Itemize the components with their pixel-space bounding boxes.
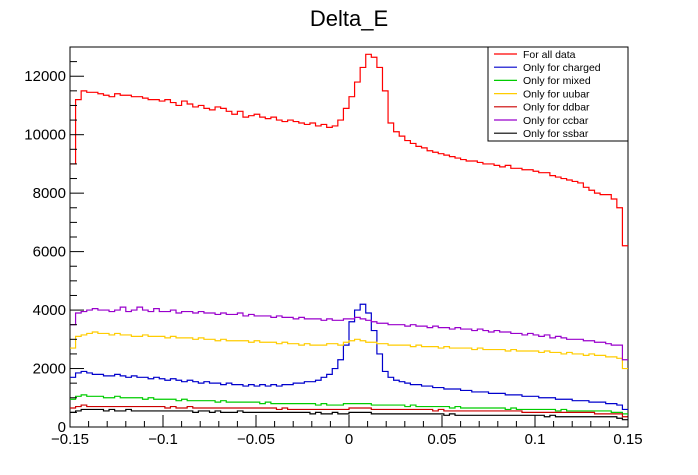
series-for-all-data [70,53,628,247]
y-tick-label: 6000 [33,244,66,261]
y-tick-label: 4000 [33,302,66,319]
x-tick-label: −0.05 [237,431,275,448]
legend-entry: Only for uubar [523,88,590,100]
legend-entry: Only for ddbar [523,102,590,114]
series-only-for-mixed [70,394,628,415]
x-tick-label: −0.15 [51,431,89,448]
x-tick-label: 0.05 [427,431,456,448]
x-tick-label: 0 [345,431,353,448]
x-tick-label: −0.1 [148,431,178,448]
series-only-for-ssbar [70,408,628,421]
y-tick-label: 0 [58,419,66,436]
y-tick-label: 12000 [24,68,66,85]
series-only-for-charged [70,303,628,411]
legend-entry: Only for mixed [523,75,591,87]
chart-title: Delta_E [310,6,388,31]
legend-entry: Only for ssbar [523,128,589,140]
legend-entry: For all data [523,49,576,61]
x-tick-label: 0.15 [613,431,642,448]
legend-entry: Only for charged [523,62,601,74]
series-only-for-uubar [70,331,628,370]
y-tick-label: 2000 [33,361,66,378]
axis-layer: −0.15 −0.1 −0.05 0 0.05 0.1 0.15 0 2000 4000 6000 8… [24,46,643,448]
series-layer [70,53,628,421]
y-tick-label: 10000 [24,127,66,144]
x-tick-label: 0.1 [525,431,546,448]
series-only-for-ddbar [70,404,628,418]
series-only-for-ccbar [70,306,628,361]
legend-entry: Only for ccbar [523,115,589,127]
y-tick-label: 8000 [33,185,66,202]
